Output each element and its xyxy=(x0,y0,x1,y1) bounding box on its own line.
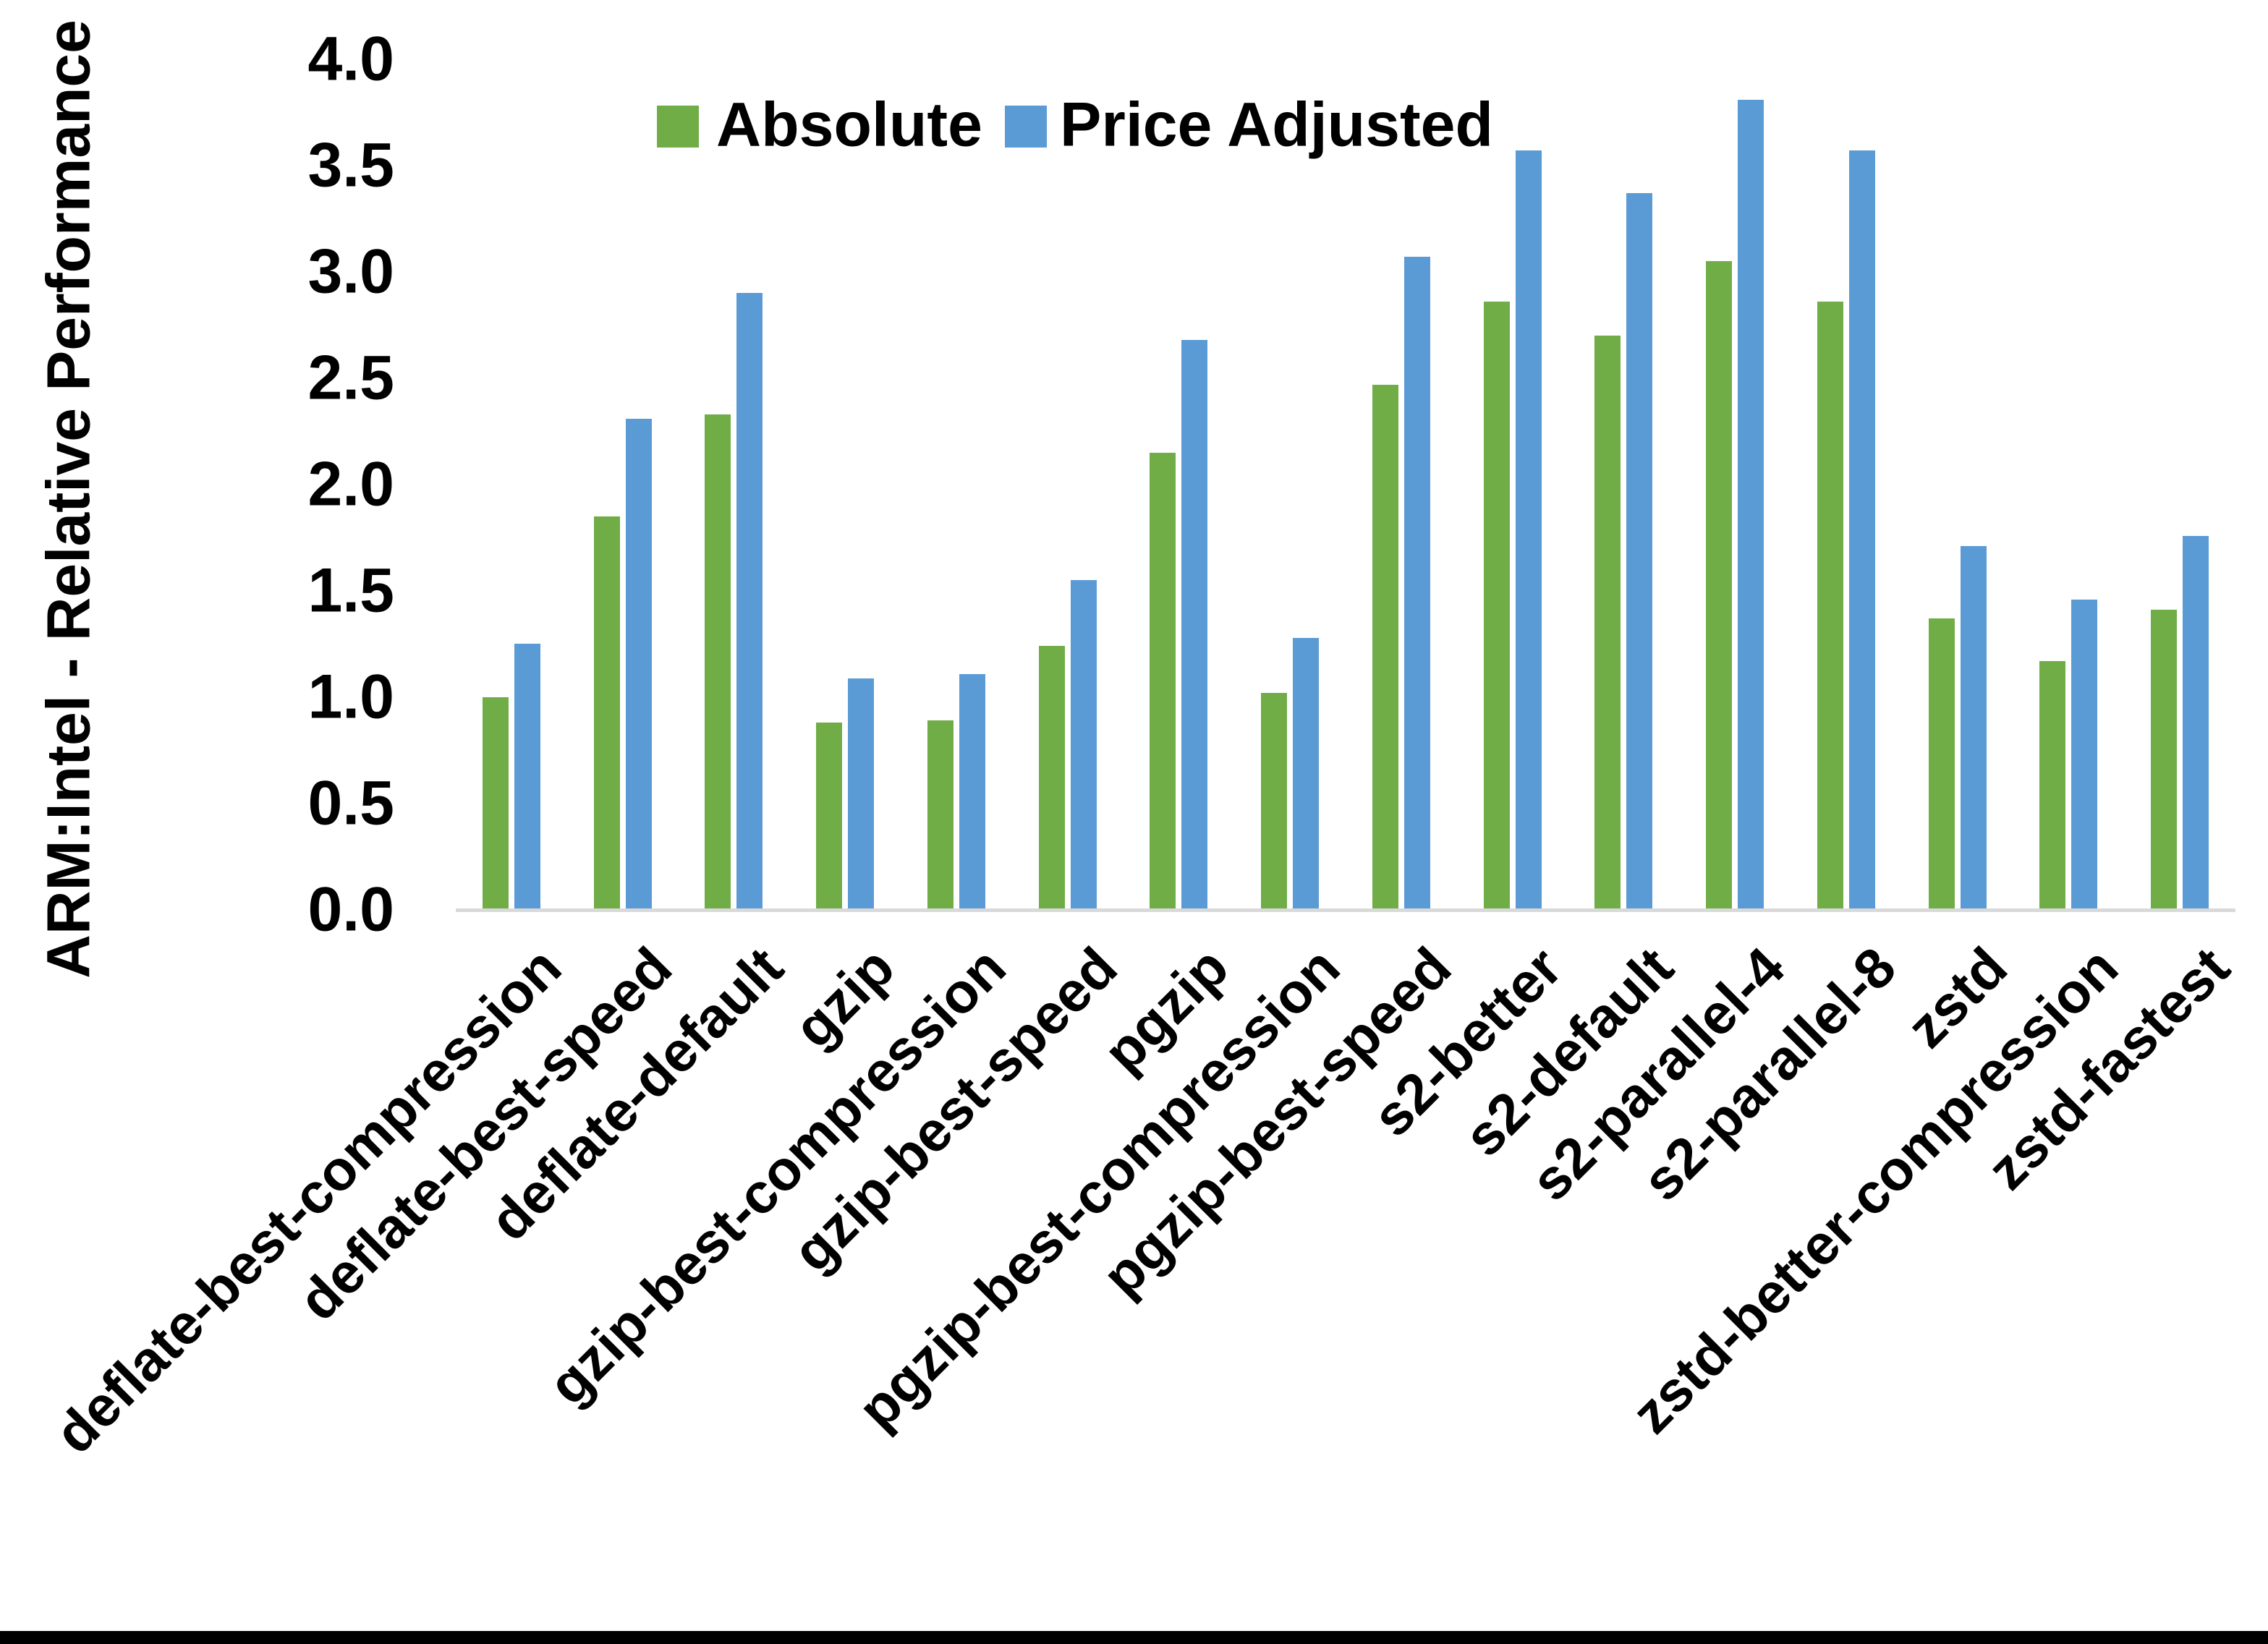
bar-absolute-s2-parallel-4 xyxy=(1706,261,1733,910)
legend-label-absolute: Absolute xyxy=(716,90,982,160)
bar-absolute-pgzip-best-speed xyxy=(1372,385,1398,910)
legend-swatch-price-adjusted xyxy=(1005,106,1047,148)
bar-absolute-gzip xyxy=(816,723,843,910)
bar-price-adjusted-gzip xyxy=(848,678,875,910)
bar-price-adjusted-s2-parallel-4 xyxy=(1738,100,1764,910)
bar-absolute-pgzip xyxy=(1150,453,1176,910)
bar-price-adjusted-zstd-better-compression xyxy=(2071,600,2098,910)
bar-price-adjusted-zstd xyxy=(1960,546,1987,910)
x-axis-line xyxy=(456,908,2235,912)
y-axis-tick-label: 1.0 xyxy=(307,662,394,732)
bar-absolute-gzip-best-speed xyxy=(1038,646,1065,910)
bar-absolute-s2-default xyxy=(1594,336,1621,910)
bar-absolute-deflate-default xyxy=(705,414,731,910)
y-axis-tick-label: 0.0 xyxy=(307,874,394,945)
bar-price-adjusted-zstd-fastest xyxy=(2183,536,2209,910)
bar-price-adjusted-pgzip-best-speed xyxy=(1403,257,1430,910)
bar-absolute-zstd-better-compression xyxy=(2039,661,2066,910)
y-axis-tick-label: 3.0 xyxy=(307,237,394,307)
bar-absolute-gzip-best-compression xyxy=(927,720,954,910)
bar-price-adjusted-deflate-default xyxy=(736,293,763,910)
bar-absolute-zstd-fastest xyxy=(2151,610,2178,910)
bar-price-adjusted-deflate-best-speed xyxy=(625,419,652,910)
bar-price-adjusted-s2-default xyxy=(1626,193,1653,910)
y-axis-tick-label: 2.0 xyxy=(307,449,394,519)
bar-price-adjusted-pgzip-best-compression xyxy=(1293,638,1320,910)
bar-absolute-deflate-best-compression xyxy=(482,697,509,910)
y-axis-tick-label: 2.5 xyxy=(307,343,394,413)
bar-price-adjusted-gzip-best-compression xyxy=(959,674,985,910)
y-axis-tick-label: 4.0 xyxy=(307,24,394,94)
bar-absolute-zstd xyxy=(1928,618,1955,910)
y-axis-tick-label: 0.5 xyxy=(307,768,394,838)
bar-absolute-deflate-best-speed xyxy=(593,516,620,910)
bar-price-adjusted-pgzip xyxy=(1181,340,1208,910)
bar-price-adjusted-deflate-best-compression xyxy=(514,644,540,910)
bar-price-adjusted-s2-parallel-8 xyxy=(1848,150,1875,910)
y-axis-tick-label: 3.5 xyxy=(307,130,394,200)
window-bottom-edge xyxy=(0,1631,2268,1644)
legend-swatch-absolute xyxy=(657,106,699,148)
legend-label-price-adjusted: Price Adjusted xyxy=(1060,90,1493,160)
y-axis-tick-label: 1.5 xyxy=(307,555,394,626)
bar-price-adjusted-s2-better xyxy=(1515,150,1542,910)
bar-absolute-pgzip-best-compression xyxy=(1261,693,1288,910)
bar-price-adjusted-gzip-best-speed xyxy=(1070,580,1097,910)
y-axis-title: ARM:Intel - Relative Performance xyxy=(34,20,103,979)
bar-absolute-s2-better xyxy=(1483,302,1510,910)
bar-absolute-s2-parallel-8 xyxy=(1817,302,1843,910)
